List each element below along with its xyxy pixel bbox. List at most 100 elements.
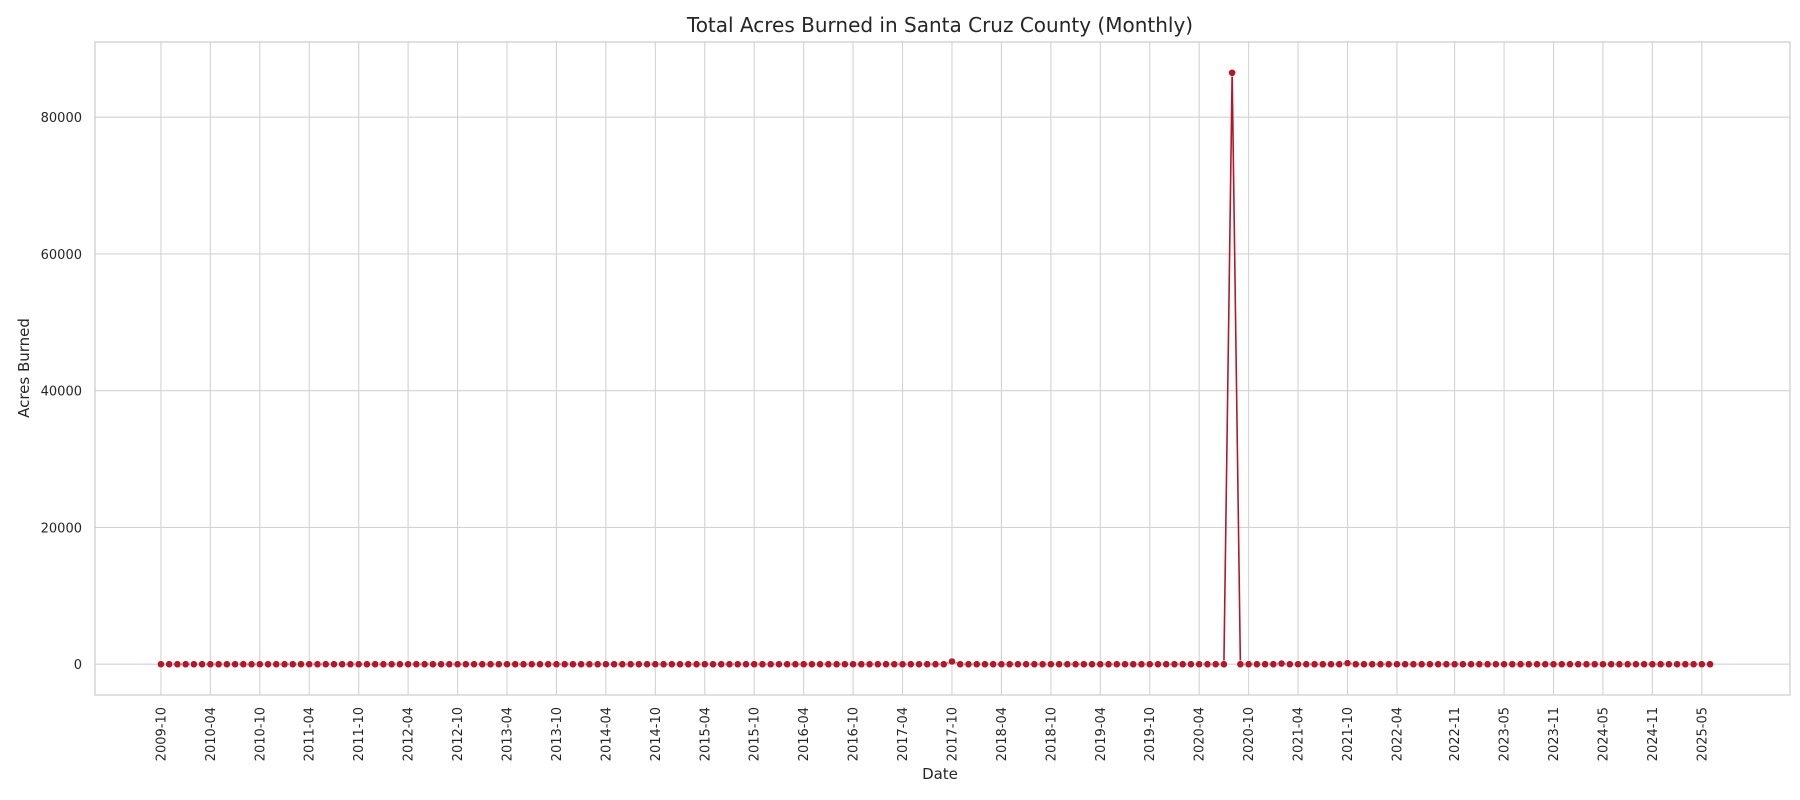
data-point — [1697, 660, 1706, 669]
x-tick-label: 2018-10 — [1044, 707, 1059, 761]
data-point — [865, 660, 874, 669]
data-point — [247, 660, 256, 669]
data-point — [354, 660, 363, 669]
x-tick-label: 2012-04 — [402, 707, 417, 761]
x-tick-label: 2017-04 — [896, 707, 911, 761]
y-tick-label: 80000 — [41, 111, 82, 126]
data-point — [618, 660, 627, 669]
data-point — [667, 660, 676, 669]
data-point — [486, 660, 495, 669]
data-point — [807, 660, 816, 669]
data-point — [1211, 660, 1220, 669]
data-point — [1409, 660, 1418, 669]
x-tick-label: 2021-10 — [1341, 707, 1356, 761]
x-tick-label: 2010-10 — [253, 707, 268, 761]
data-point — [1030, 660, 1039, 669]
x-tick-label: 2010-04 — [204, 707, 219, 761]
x-axis-ticks: 2009-10 2010-04 2010-10 2011-04 2011-10 2012-… — [154, 707, 1710, 761]
x-tick-label: 2015-10 — [748, 707, 763, 761]
data-point — [1096, 660, 1105, 669]
data-point — [931, 660, 940, 669]
data-point — [1483, 660, 1492, 669]
x-tick-label: 2023-05 — [1498, 707, 1513, 761]
data-point — [601, 660, 610, 669]
x-tick-label: 2020-04 — [1193, 707, 1208, 761]
data-point — [280, 660, 289, 669]
data-point — [552, 660, 561, 669]
data-point — [346, 660, 355, 669]
x-tick-label: 2013-04 — [501, 707, 516, 761]
data-point — [1533, 660, 1541, 669]
plot-frame — [94, 41, 1791, 696]
data-point — [231, 660, 239, 669]
x-tick-label: 2017-10 — [945, 707, 960, 761]
data-point — [1599, 660, 1607, 669]
y-tick-label: 60000 — [41, 248, 82, 263]
data-point — [832, 660, 841, 669]
data-point — [1261, 660, 1269, 669]
x-tick-label: 2014-10 — [649, 707, 664, 761]
x-tick-label: 2019-04 — [1094, 707, 1109, 761]
data-point — [1450, 660, 1459, 669]
x-tick-label: 2025-05 — [1695, 707, 1710, 761]
x-tick-label: 2020-10 — [1242, 707, 1257, 761]
x-tick-label: 2022-11 — [1448, 707, 1463, 761]
data-point — [1187, 660, 1195, 669]
data-point — [1112, 660, 1121, 669]
data-point — [1500, 660, 1508, 669]
data-point — [536, 660, 544, 669]
data-point — [1302, 660, 1311, 669]
data-point — [321, 660, 330, 669]
data-point — [948, 657, 956, 666]
data-point — [593, 660, 602, 669]
data-point — [1656, 660, 1665, 669]
y-axis-ticks: 0 20000 40000 60000 80000 — [41, 111, 82, 673]
data-point — [577, 660, 586, 669]
data-point — [1145, 660, 1154, 669]
data-point — [198, 660, 207, 669]
data-point — [1368, 660, 1377, 669]
data-point — [1038, 660, 1047, 669]
data-point — [305, 660, 314, 669]
data-point — [1236, 660, 1245, 669]
data-point — [775, 660, 783, 669]
x-tick-label: 2024-05 — [1596, 707, 1611, 761]
data-point — [519, 660, 528, 669]
data-point — [1104, 660, 1113, 669]
data-point — [1590, 660, 1599, 669]
data-point — [1162, 660, 1171, 669]
data-point — [1491, 660, 1500, 669]
data-point — [173, 660, 182, 669]
data-point — [1277, 659, 1286, 668]
data-point — [412, 660, 421, 669]
data-point — [643, 660, 651, 669]
y-tick-label: 20000 — [41, 521, 82, 536]
y-tick-label: 40000 — [41, 385, 82, 400]
data-point — [725, 660, 734, 669]
data-point — [1327, 660, 1335, 669]
data-point — [214, 660, 223, 669]
data-point — [387, 660, 396, 669]
data-point — [758, 660, 767, 669]
data-point — [1607, 660, 1616, 669]
data-point — [511, 660, 520, 669]
data-point — [1681, 660, 1690, 669]
data-point — [1664, 660, 1673, 669]
data-point — [1252, 660, 1261, 669]
data-point — [700, 660, 709, 669]
data-point — [272, 660, 281, 669]
series-line — [160, 72, 1711, 666]
data-point — [1244, 660, 1253, 669]
data-point — [560, 660, 569, 669]
data-point — [437, 660, 445, 669]
data-point — [470, 660, 478, 669]
data-point — [742, 660, 750, 669]
data-point — [1442, 660, 1451, 669]
data-point — [206, 660, 215, 669]
x-tick-label: 2011-10 — [352, 707, 367, 761]
data-point — [824, 660, 833, 669]
data-point — [816, 660, 825, 669]
data-point — [906, 660, 915, 669]
data-point — [956, 660, 965, 669]
data-point — [692, 660, 701, 669]
